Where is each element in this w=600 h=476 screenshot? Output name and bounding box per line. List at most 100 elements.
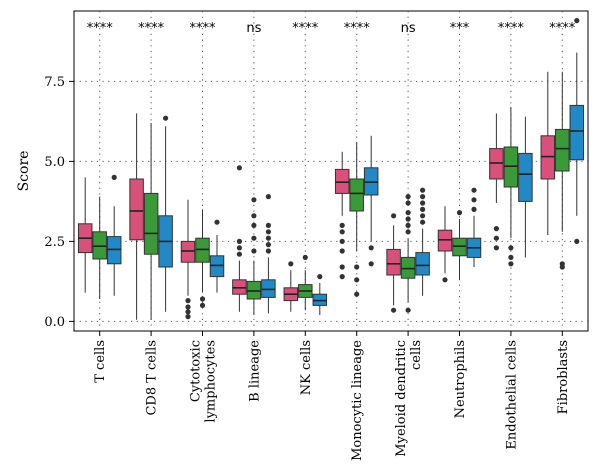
outlier-point bbox=[288, 261, 294, 267]
outlier-point bbox=[339, 222, 345, 228]
box bbox=[232, 165, 247, 312]
outlier-point bbox=[265, 229, 271, 235]
significance-label: ns bbox=[401, 21, 416, 36]
box bbox=[143, 123, 159, 320]
outlier-point bbox=[391, 213, 397, 219]
outlier-point bbox=[405, 200, 411, 206]
outlier-point bbox=[339, 274, 345, 280]
box bbox=[180, 199, 196, 320]
significance-label: *** bbox=[450, 21, 470, 36]
outlier-point bbox=[420, 219, 426, 225]
significance-label: **** bbox=[138, 21, 165, 36]
box-body bbox=[106, 236, 122, 265]
box bbox=[106, 174, 122, 296]
outlier-point bbox=[471, 187, 477, 193]
outlier-point bbox=[199, 296, 206, 302]
y-tick-label: 0.0 bbox=[44, 315, 65, 330]
box bbox=[92, 196, 107, 299]
x-tick-label-group: Endothelial cells bbox=[504, 340, 519, 450]
outlier-point bbox=[236, 245, 242, 251]
significance-label: **** bbox=[190, 21, 217, 36]
box-body bbox=[555, 128, 570, 172]
y-tick-label: 5.0 bbox=[44, 155, 65, 170]
outlier-point bbox=[185, 298, 191, 304]
outlier-point bbox=[354, 291, 360, 297]
x-tick-label: lymphocytes bbox=[204, 340, 219, 423]
outlier-point bbox=[420, 194, 426, 200]
outlier-point bbox=[185, 309, 191, 315]
x-tick-label: Monocytic lineage bbox=[350, 340, 365, 461]
y-axis-title: Score bbox=[16, 151, 32, 192]
outlier-point bbox=[471, 206, 477, 212]
box bbox=[246, 197, 262, 315]
significance-label: **** bbox=[498, 21, 525, 36]
x-tick-label: B lineage bbox=[247, 340, 262, 402]
outlier-point bbox=[471, 197, 477, 203]
x-tick-label-group: Fibroblasts bbox=[556, 340, 571, 414]
outlier-point bbox=[251, 222, 257, 228]
outlier-point bbox=[493, 226, 499, 232]
box bbox=[400, 194, 416, 313]
box-body bbox=[195, 237, 210, 263]
outlier-point bbox=[236, 251, 242, 257]
outlier-point bbox=[199, 302, 206, 308]
outlier-point bbox=[405, 210, 411, 216]
box-body bbox=[261, 279, 276, 298]
box-body bbox=[246, 280, 262, 300]
outlier-point bbox=[493, 245, 499, 251]
significance-label: **** bbox=[549, 21, 576, 36]
box bbox=[540, 71, 556, 235]
outlier-point bbox=[251, 235, 257, 241]
box-body bbox=[400, 256, 416, 279]
box bbox=[503, 107, 519, 267]
box-body bbox=[349, 178, 364, 212]
outlier-point bbox=[265, 248, 271, 254]
box bbox=[158, 115, 173, 312]
x-tick-label-group: NK cells bbox=[299, 340, 314, 395]
outlier-point bbox=[302, 254, 308, 260]
box bbox=[466, 187, 482, 267]
x-tick-label: Myeloid dendritic bbox=[394, 340, 409, 457]
outlier-point bbox=[111, 174, 117, 180]
box bbox=[415, 187, 430, 296]
x-tick-label: CD8 T cells bbox=[145, 340, 160, 416]
outlier-point bbox=[163, 115, 169, 121]
box bbox=[518, 116, 533, 258]
outlier-point bbox=[456, 210, 463, 216]
outlier-point bbox=[265, 222, 271, 228]
outlier-point bbox=[508, 254, 514, 260]
outlier-point bbox=[339, 238, 345, 244]
outlier-point bbox=[420, 213, 426, 219]
box-body bbox=[415, 252, 430, 276]
box bbox=[77, 177, 93, 293]
outlier-point bbox=[339, 248, 345, 254]
outlier-point bbox=[508, 245, 514, 251]
outlier-point bbox=[185, 304, 191, 310]
box bbox=[298, 254, 313, 311]
outlier-point bbox=[265, 242, 271, 248]
outlier-point bbox=[574, 238, 580, 244]
x-tick-label-group: T cells bbox=[93, 340, 108, 383]
outlier-point bbox=[493, 235, 499, 241]
outlier-point bbox=[339, 229, 345, 235]
outlier-point bbox=[185, 314, 191, 320]
significance-label: **** bbox=[87, 21, 114, 36]
outlier-point bbox=[354, 264, 360, 270]
x-tick-label: Neutrophils bbox=[453, 340, 468, 418]
box bbox=[569, 18, 585, 244]
box bbox=[555, 71, 570, 270]
x-tick-label-group: B lineage bbox=[247, 340, 262, 402]
outlier-point bbox=[317, 274, 323, 280]
outlier-point bbox=[214, 219, 220, 225]
x-tick-label: Cytotoxic bbox=[189, 340, 204, 402]
x-tick-label-group: Monocytic lineage bbox=[350, 340, 365, 461]
box bbox=[334, 151, 350, 280]
outlier-point bbox=[405, 229, 411, 235]
box bbox=[489, 113, 504, 251]
x-tick-label-group: Myeloid dendritic cells bbox=[394, 340, 424, 457]
box bbox=[261, 194, 276, 314]
x-tick-label: Endothelial cells bbox=[504, 340, 519, 450]
outlier-point bbox=[251, 248, 257, 254]
x-tick-label-group: Neutrophils bbox=[453, 340, 468, 418]
outlier-point bbox=[405, 194, 411, 200]
